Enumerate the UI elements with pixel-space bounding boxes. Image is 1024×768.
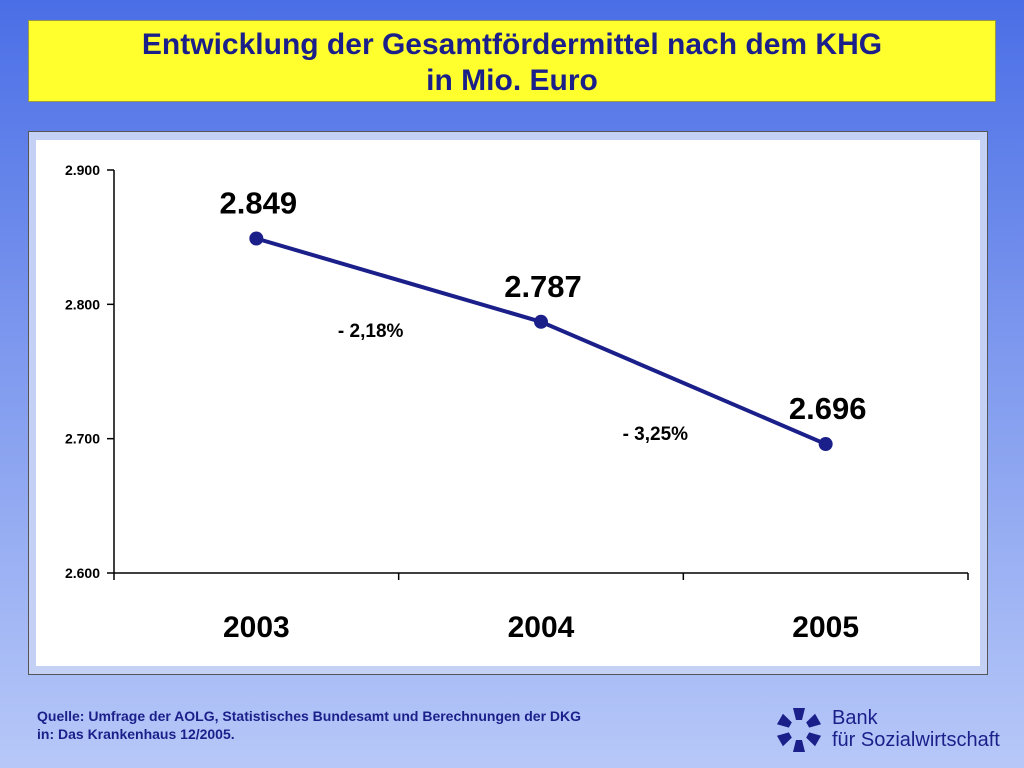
bank-logo-text: Bank für Sozialwirtschaft	[832, 707, 1000, 751]
source-line-2: in: Das Krankenhaus 12/2005.	[37, 726, 235, 742]
chart-title: Entwicklung der Gesamtfördermittel nach …	[28, 20, 996, 102]
logo-line-1: Bank	[832, 707, 878, 729]
source-note: Quelle: Umfrage der AOLG, Statistisches …	[37, 707, 581, 743]
source-line-1: Quelle: Umfrage der AOLG, Statistisches …	[37, 708, 582, 724]
y-tick-label: 2.600	[65, 565, 100, 581]
x-tick-label: 2005	[792, 611, 859, 644]
y-tick-label: 2.900	[65, 162, 100, 178]
data-point	[249, 231, 264, 246]
chart-plot-area	[36, 140, 980, 666]
title-line-1: Entwicklung der Gesamtfördermittel nach …	[141, 28, 883, 61]
bank-logo: Bank für Sozialwirtschaft	[774, 705, 1014, 757]
title-line-2: in Mio. Euro	[426, 64, 598, 97]
y-tick-label: 2.700	[65, 431, 100, 447]
change-annotation: - 3,25%	[623, 424, 689, 445]
change-annotation: - 2,18%	[338, 321, 404, 342]
data-label: 2.787	[504, 269, 582, 304]
data-point	[818, 437, 833, 452]
logo-line-2: für Sozialwirtschaft	[832, 729, 1000, 751]
data-label: 2.696	[789, 391, 867, 426]
x-tick-label: 2003	[223, 611, 290, 644]
data-point	[534, 314, 548, 329]
x-tick-label: 2004	[508, 611, 575, 644]
bank-logo-icon	[776, 708, 822, 752]
y-tick-label: 2.800	[65, 296, 100, 312]
data-label: 2.849	[220, 186, 298, 221]
